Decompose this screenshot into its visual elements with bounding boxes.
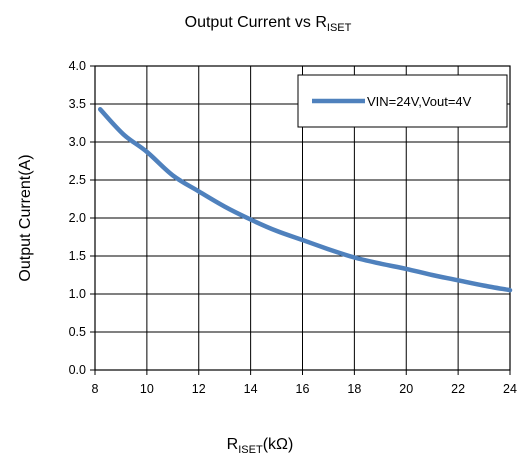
chart-title: Output Current vs RISET <box>185 14 352 34</box>
y-tick-label: 3.0 <box>69 135 86 149</box>
x-tick-label: 10 <box>140 382 154 396</box>
x-axis-label: RISET(kΩ) <box>227 436 294 456</box>
x-tick-label: 8 <box>92 382 99 396</box>
y-tick-label: 4.0 <box>69 59 86 73</box>
x-tick-label: 20 <box>399 382 413 396</box>
y-tick-label: 1.0 <box>69 287 86 301</box>
legend-label: VIN=24V,Vout=4V <box>367 94 472 109</box>
x-tick-label: 18 <box>347 382 361 396</box>
y-tick-label: 0.0 <box>69 363 86 377</box>
y-tick-label: 0.5 <box>69 325 86 339</box>
y-tick-label: 1.5 <box>69 249 86 263</box>
y-axis-label: Output Current(A) <box>17 154 34 281</box>
y-tick-label: 2.5 <box>69 173 86 187</box>
x-tick-label: 24 <box>503 382 517 396</box>
series-line-vin-24v <box>97 107 513 293</box>
x-tick-label: 16 <box>296 382 310 396</box>
y-axis-ticks: 0.0 0.5 1.0 1.5 2.0 2.5 3.0 3.5 4.0 <box>69 59 95 377</box>
x-tick-label: 12 <box>192 382 206 396</box>
y-tick-label: 3.5 <box>69 97 86 111</box>
x-axis-ticks: 8 10 12 14 16 18 20 22 24 <box>92 370 517 396</box>
plot-frame <box>94 65 511 371</box>
y-tick-label: 2.0 <box>69 211 86 225</box>
x-tick-label: 14 <box>244 382 258 396</box>
x-tick-label: 22 <box>451 382 465 396</box>
legend: VIN=24V,Vout=4V <box>297 74 508 128</box>
